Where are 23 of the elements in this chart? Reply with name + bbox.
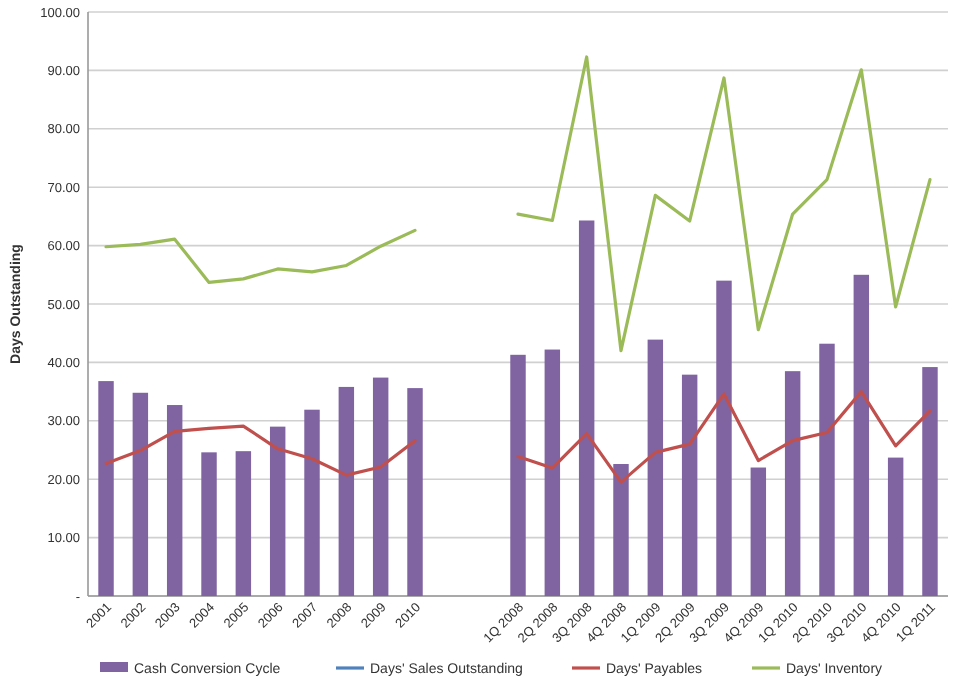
bar [887,457,904,596]
bar [132,392,149,596]
bar [235,451,252,596]
bar [407,388,423,596]
bar [338,386,355,596]
bar [750,467,767,596]
bar [853,274,870,596]
bar [819,343,835,596]
bar [269,426,286,596]
bar [784,371,801,596]
bar [681,374,698,596]
bar [578,220,595,596]
bar [922,367,938,596]
bar [201,452,217,596]
bar [372,377,389,596]
bar [166,405,183,596]
bar [510,354,526,596]
bar [304,409,320,596]
bar [647,339,664,596]
bar [716,280,732,596]
bar [544,349,561,596]
bar [613,464,629,596]
bar [98,381,114,596]
